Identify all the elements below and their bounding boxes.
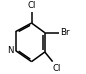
Text: Cl: Cl [27, 1, 36, 10]
Text: Cl: Cl [52, 64, 60, 73]
Text: N: N [7, 46, 13, 55]
Text: Br: Br [60, 28, 70, 37]
